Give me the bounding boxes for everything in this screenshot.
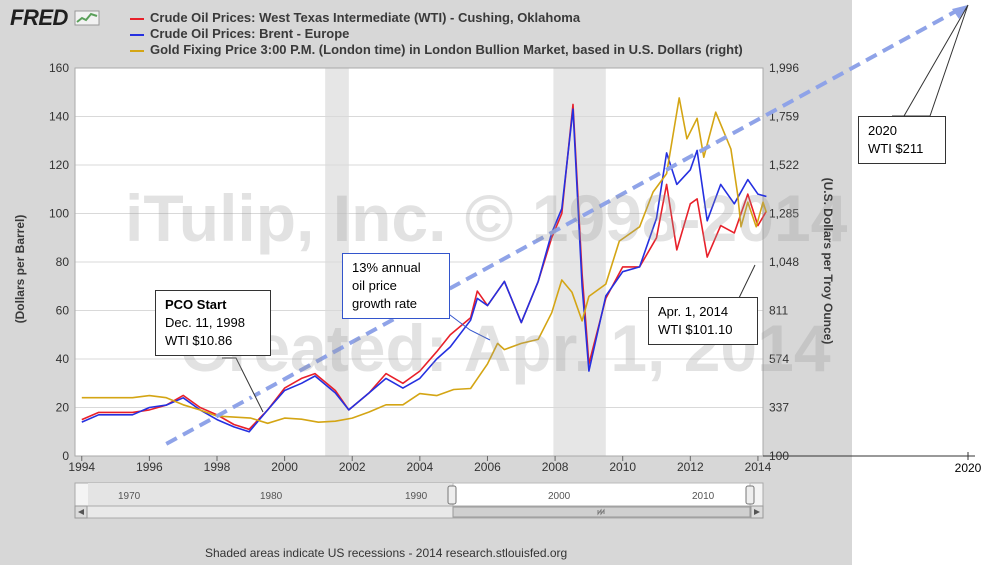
callout-2020-price: WTI $211: [868, 141, 924, 156]
x-tick-label-1994: 1994: [68, 460, 95, 474]
legend-item-wti[interactable]: Crude Oil Prices: West Texas Intermediat…: [130, 10, 580, 25]
callout-apr-date: Apr. 1, 2014: [658, 304, 729, 319]
legend-label-brent: Crude Oil Prices: Brent - Europe: [150, 26, 350, 41]
callout-growth-line3: growth rate: [352, 296, 418, 311]
trend-arrowhead: [952, 5, 968, 19]
legend-swatch-wti: [130, 17, 144, 20]
callout-pco-price: WTI $10.86: [165, 333, 233, 348]
callout-apr-2014: Apr. 1, 2014 WTI $101.10: [648, 297, 758, 345]
gold-line: [81, 97, 768, 425]
callout-growth-line1: 13% annual: [352, 260, 421, 275]
legend-swatch-gold: [130, 49, 144, 52]
right-tick-label-1522: 1,522: [769, 158, 799, 172]
legend-swatch-brent: [130, 33, 144, 36]
callout-2020-pointer: [892, 4, 969, 117]
x-tick-label-2000: 2000: [271, 460, 298, 474]
x-tick-label-2010: 2010: [609, 460, 636, 474]
callout-growth-line2: oil price: [352, 278, 397, 293]
navigator-label-1980: 1980: [260, 491, 283, 502]
callout-pco-start: PCO Start Dec. 11, 1998 WTI $10.86: [155, 290, 271, 356]
legend-item-brent[interactable]: Crude Oil Prices: Brent - Europe: [130, 26, 349, 41]
left-tick-label-160: 160: [49, 61, 69, 75]
left-tick-label-140: 140: [49, 110, 69, 124]
x-tick-label-2014: 2014: [745, 460, 772, 474]
navigator-left-handle[interactable]: [447, 485, 457, 505]
plot-border: [74, 67, 764, 457]
right-tick-label-337: 337: [769, 401, 789, 415]
x-tick-label-2012: 2012: [677, 460, 704, 474]
fred-logo-chart-icon: [74, 10, 100, 26]
brent-line: [81, 108, 767, 433]
callout-pco-pointer: [222, 357, 264, 413]
scroll-right-arrow-icon: [754, 509, 760, 515]
legend-label-gold: Gold Fixing Price 3:00 P.M. (London time…: [150, 42, 743, 57]
right-tick-label-1285: 1,285: [769, 207, 799, 221]
extended-x-tick-label-2020: 2020: [955, 461, 982, 475]
left-tick-label-0: 0: [62, 449, 69, 463]
callout-pco-date: Dec. 11, 1998: [165, 315, 245, 330]
callout-growth-rate: 13% annual oil price growth rate: [342, 253, 450, 319]
right-tick-label-1759: 1,759: [769, 110, 799, 124]
x-tick-label-2004: 2004: [406, 460, 433, 474]
right-tick-label-811: 811: [769, 304, 788, 318]
trend-line: [165, 8, 959, 446]
legend-item-gold[interactable]: Gold Fixing Price 3:00 P.M. (London time…: [130, 42, 743, 57]
x-tick-label-2002: 2002: [339, 460, 366, 474]
left-tick-label-60: 60: [56, 304, 70, 318]
callout-apr-price: WTI $101.10: [658, 322, 733, 337]
callout-2020-year: 2020: [868, 123, 897, 138]
footnote: Shaded areas indicate US recessions - 20…: [205, 546, 568, 560]
x-tick-label-1998: 1998: [204, 460, 231, 474]
fred-logo: FRED: [10, 5, 100, 31]
legend-label-wti: Crude Oil Prices: West Texas Intermediat…: [150, 10, 581, 25]
callout-pco-title: PCO Start: [165, 297, 227, 312]
x-tick-label-1996: 1996: [136, 460, 163, 474]
left-tick-label-80: 80: [56, 255, 70, 269]
left-tick-label-40: 40: [56, 352, 70, 366]
right-tick-label-574: 574: [769, 352, 789, 366]
x-tick-label-2008: 2008: [542, 460, 569, 474]
navigator-label-1990: 1990: [405, 491, 428, 502]
wti-line: [81, 103, 768, 431]
navigator-right-handle[interactable]: [745, 485, 755, 505]
left-tick-label-120: 120: [49, 158, 69, 172]
right-tick-label-1996: 1,996: [769, 61, 799, 75]
left-tick-label-100: 100: [49, 207, 69, 221]
left-axis-label: (Dollars per Barrel): [13, 214, 27, 324]
navigator-label-2010: 2010: [692, 491, 715, 502]
callout-apr-pointer: [737, 264, 756, 301]
scroll-grip-icon: [597, 508, 605, 516]
navigator-label-1970: 1970: [118, 491, 141, 502]
callout-2020: 2020 WTI $211: [858, 116, 946, 164]
x-tick-label-2006: 2006: [474, 460, 501, 474]
left-tick-label-20: 20: [56, 401, 70, 415]
scroll-left-arrow-icon: [78, 509, 84, 515]
right-tick-label-1048: 1,048: [769, 255, 799, 269]
right-axis-label: (U.S. Dollars per Troy Ounce): [821, 177, 835, 345]
navigator-label-2000: 2000: [548, 491, 571, 502]
